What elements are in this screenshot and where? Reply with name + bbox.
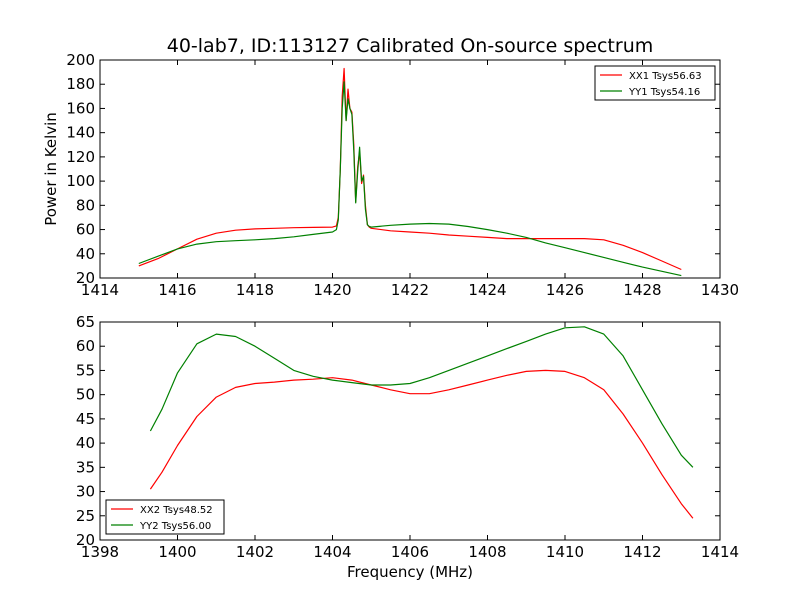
series-group [149, 326, 694, 519]
y-tick-label: 140 [66, 124, 95, 142]
series-line-xx2 [149, 369, 694, 519]
legend-box [594, 65, 716, 101]
y-tick-label: 55 [76, 361, 95, 379]
x-tick-label: 1418 [236, 281, 274, 299]
y-tick-label: 60 [76, 221, 95, 239]
y-tick-label: 65 [76, 313, 95, 331]
x-tick-label: 1424 [468, 281, 506, 299]
y-tick-label: 40 [76, 245, 95, 263]
x-tick-label: 1398 [81, 543, 119, 561]
legend-label: XX2 Tsys48.52 [140, 505, 213, 516]
x-tick-label: 1428 [623, 281, 661, 299]
legend-box [105, 499, 225, 535]
y-tick-label: 40 [76, 434, 95, 452]
x-tick-label: 1410 [546, 543, 584, 561]
x-tick-label: 1420 [313, 281, 351, 299]
y-tick-label: 30 [76, 483, 95, 501]
x-tick-label: 1404 [313, 543, 351, 561]
x-tick-label: 1414 [81, 281, 119, 299]
legend-label: YY2 Tsys56.00 [139, 521, 211, 532]
x-tick-label: 1422 [391, 281, 429, 299]
x-tick-label: 1408 [468, 543, 506, 561]
legend: XX1 Tsys56.63 YY1 Tsys54.16 [594, 65, 716, 101]
y-tick-label: 100 [66, 172, 95, 190]
legend: XX2 Tsys48.52 YY2 Tsys56.00 [105, 499, 225, 535]
y-axis-label: Power in Kelvin [42, 112, 60, 226]
y-tick-label: 20 [76, 269, 95, 287]
x-tick-label: 1426 [546, 281, 584, 299]
spectrum-chart-2: 1398 1400 1402 1404 1406 1408 1410 1412 1414 20 25… [76, 313, 739, 581]
y-tick-label: 60 [76, 337, 95, 355]
y-tick-label: 180 [66, 75, 95, 93]
y-tick-label: 80 [76, 196, 95, 214]
x-tick-label: 1406 [391, 543, 429, 561]
series-line-yy1 [138, 81, 682, 277]
y-tick-label: 200 [66, 51, 95, 69]
y-tick-label: 25 [76, 507, 95, 525]
series-line-yy2 [149, 326, 694, 468]
y-tick-label: 50 [76, 386, 95, 404]
x-tick-label: 1402 [236, 543, 274, 561]
spectrum-chart-1: 1414 1416 1418 1420 1422 1424 1426 1428 1430 20 40… [42, 51, 739, 299]
y-tick-label: 120 [66, 148, 95, 166]
x-axis-label: Frequency (MHz) [347, 563, 473, 581]
legend-label: YY1 Tsys54.16 [628, 87, 700, 98]
y-tick-label: 20 [76, 531, 95, 549]
x-tick-label: 1412 [623, 543, 661, 561]
y-tick-label: 35 [76, 458, 95, 476]
series-group [138, 67, 682, 277]
y-tick-label: 160 [66, 99, 95, 117]
legend-label: XX1 Tsys56.63 [629, 71, 702, 82]
x-tick-label: 1430 [701, 281, 739, 299]
x-tick-label: 1414 [701, 543, 739, 561]
x-tick-label: 1400 [158, 543, 196, 561]
y-tick-label: 45 [76, 410, 95, 428]
figure-title: 40-lab7, ID:113127 Calibrated On-source … [167, 35, 654, 57]
x-tick-label: 1416 [158, 281, 196, 299]
